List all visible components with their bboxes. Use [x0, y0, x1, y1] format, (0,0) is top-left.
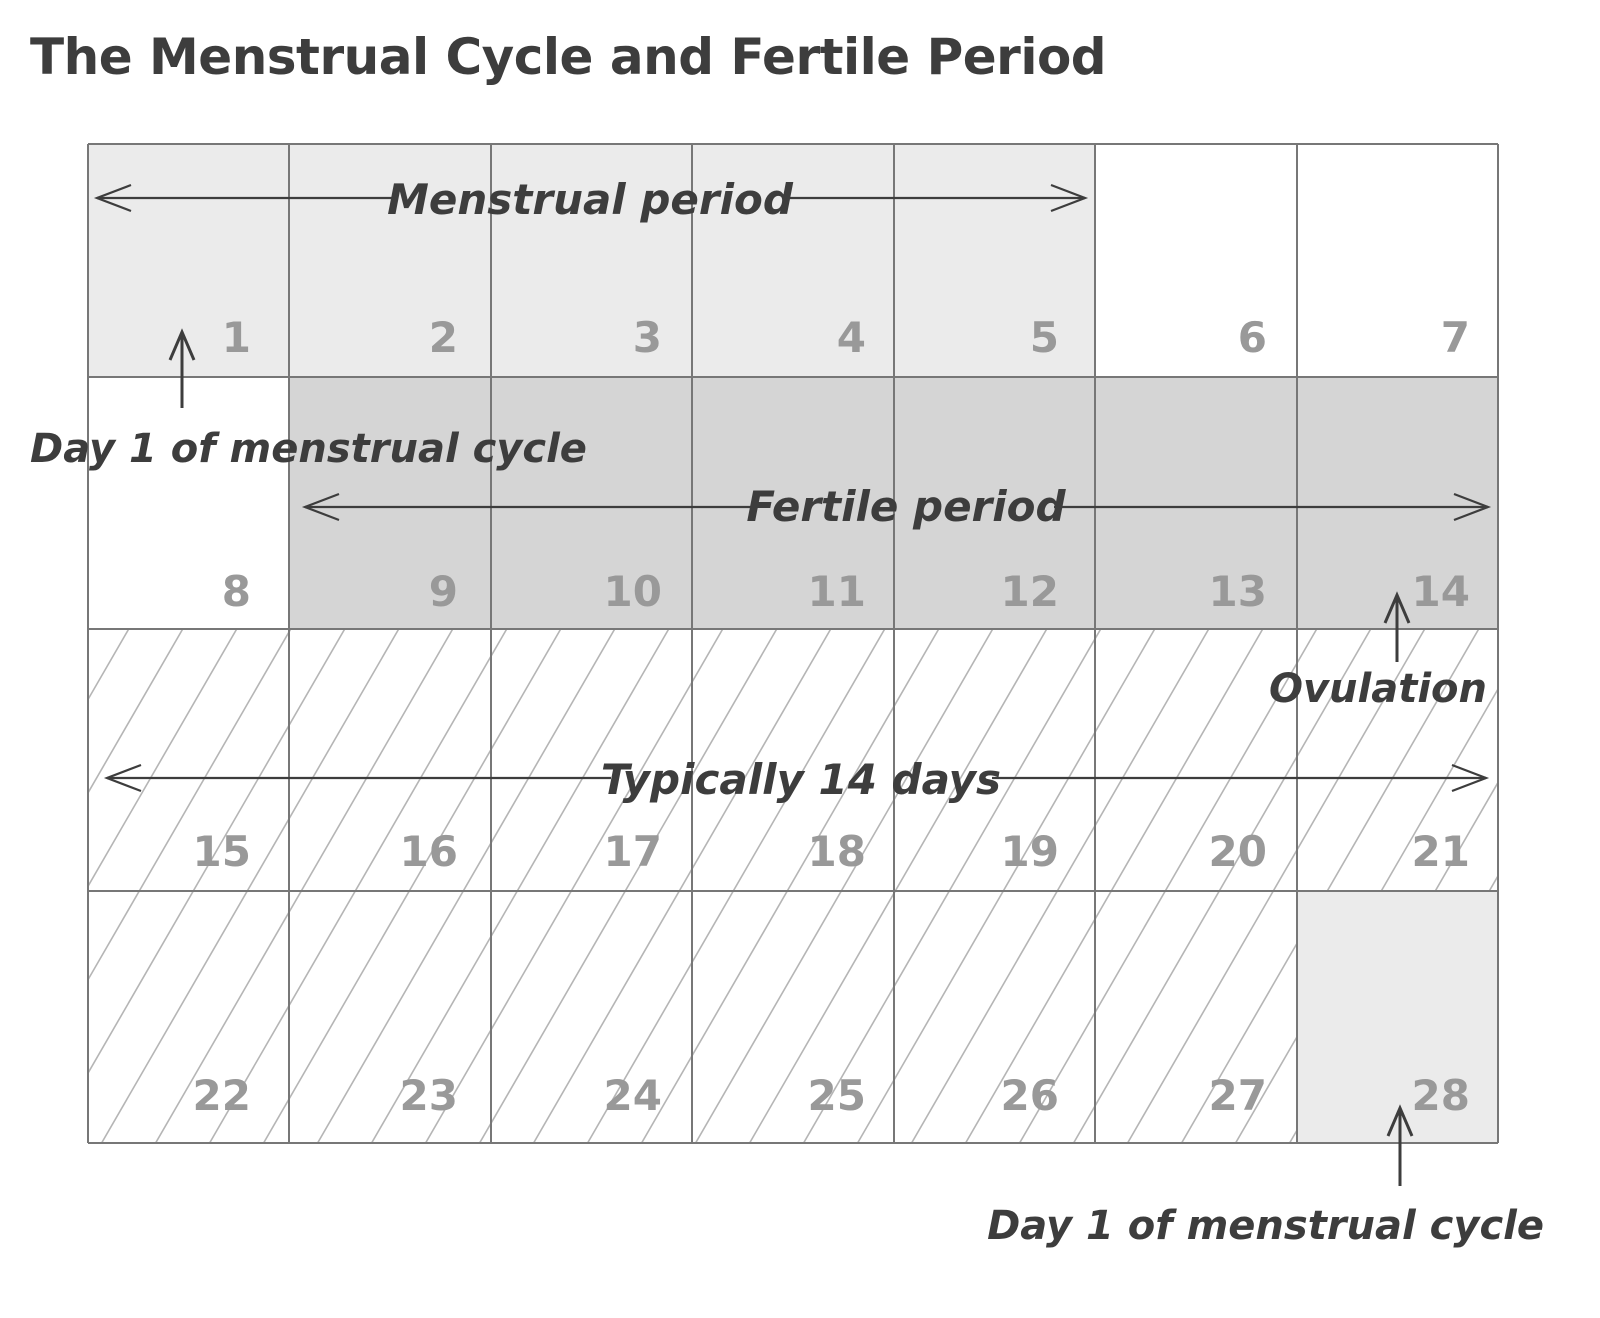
menstrual-period-label: Menstrual period — [387, 175, 794, 224]
day-number-12: 12 — [1001, 567, 1059, 616]
day1-end-label: Day 1 of menstrual cycle — [987, 1203, 1544, 1249]
day-number-4: 4 — [837, 313, 866, 362]
day-number-5: 5 — [1030, 313, 1059, 362]
hatch-line — [625, 629, 957, 1143]
luteal-phase-left-arrow — [103, 763, 611, 793]
day-cell-9-fill — [289, 377, 491, 629]
hatch-line — [1489, 629, 1498, 1143]
day1-start-pointer: Day 1 of menstrual cycle — [30, 328, 587, 472]
hatch-line — [301, 629, 633, 1143]
hatch-line — [1165, 629, 1497, 1143]
hatch-line — [88, 629, 417, 1143]
day-number-14: 14 — [1412, 567, 1470, 616]
day-cell-11-fill — [692, 377, 894, 629]
hatch-line — [517, 629, 849, 1143]
day-cell-3-fill — [491, 144, 692, 377]
fertile-period-right-arrow — [1054, 492, 1492, 522]
menstrual-period-right-arrow — [786, 183, 1089, 213]
hatch-line — [409, 629, 741, 1143]
hatch-line — [733, 629, 1065, 1143]
hatch-line — [88, 629, 201, 1143]
fertile-period-range: Fertile period — [301, 482, 1492, 531]
day-number-24: 24 — [604, 1071, 662, 1120]
day-number-20: 20 — [1209, 827, 1267, 876]
day-number-22: 22 — [193, 1071, 251, 1120]
hatch-line — [895, 629, 1227, 1143]
luteal-phase-right-arrow — [992, 763, 1490, 793]
day-cell-12-fill — [894, 377, 1095, 629]
day-number-17: 17 — [604, 827, 662, 876]
hatch-line — [193, 629, 525, 1143]
luteal-phase-range: Typically 14 days — [103, 755, 1490, 804]
hatch-line — [949, 629, 1281, 1143]
fertile-period-label: Fertile period — [746, 482, 1066, 531]
day-number-10: 10 — [604, 567, 662, 616]
day-number-7: 7 — [1441, 313, 1470, 362]
day-number-18: 18 — [808, 827, 866, 876]
day-number-8: 8 — [222, 567, 251, 616]
ovulation-pointer: Ovulation — [1269, 591, 1487, 712]
day-number-2: 2 — [429, 313, 458, 362]
day-number-11: 11 — [808, 567, 866, 616]
day-number-6: 6 — [1238, 313, 1267, 362]
day-number-21: 21 — [1412, 827, 1470, 876]
day-number-23: 23 — [400, 1071, 458, 1120]
menstrual-period-left-arrow — [93, 183, 392, 213]
hatch-line — [88, 629, 93, 1143]
hatch-line — [88, 629, 363, 1143]
day-number-1: 1 — [222, 313, 251, 362]
day-number-28: 28 — [1412, 1071, 1470, 1120]
day1-end-up-arrow — [1386, 1104, 1414, 1186]
day1-start-label: Day 1 of menstrual cycle — [30, 426, 587, 472]
hatch-line — [1544, 600, 1600, 1170]
day-number-3: 3 — [633, 313, 662, 362]
day-number-16: 16 — [400, 827, 458, 876]
page-title: The Menstrual Cycle and Fertile Period — [30, 28, 1107, 86]
day-number-25: 25 — [808, 1071, 866, 1120]
menstrual-period-range: Menstrual period — [93, 175, 1089, 224]
ovulation-up-arrow — [1383, 591, 1411, 662]
hatch-line — [247, 629, 579, 1143]
day-cell-2-fill — [289, 144, 491, 377]
hatch-line — [355, 629, 687, 1143]
day1-end-pointer: Day 1 of menstrual cycle — [987, 1104, 1544, 1249]
hatch-line — [1219, 629, 1498, 1143]
cell-fills — [88, 144, 1498, 1143]
day-cell-4-fill — [692, 144, 894, 377]
hatch-line — [463, 629, 795, 1143]
hatch-line — [88, 629, 309, 1143]
hatch-line — [1057, 629, 1389, 1143]
ovulation-label: Ovulation — [1269, 666, 1487, 712]
day-cell-1-fill — [88, 144, 289, 377]
day-cell-10-fill — [491, 377, 692, 629]
day-number-26: 26 — [1001, 1071, 1059, 1120]
hatch-line — [139, 629, 471, 1143]
day-cell-5-fill — [894, 144, 1095, 377]
hatch-line — [88, 629, 147, 1143]
hatch-line — [0, 600, 37, 1170]
day1-start-up-arrow — [168, 328, 196, 408]
hatch-line — [571, 629, 903, 1143]
day-cell-13-fill — [1095, 377, 1297, 629]
day-number-9: 9 — [429, 567, 458, 616]
day-cell-14-fill — [1297, 377, 1498, 629]
day-number-27: 27 — [1209, 1071, 1267, 1120]
hatch-line — [1003, 629, 1335, 1143]
day-cell-28-fill — [1297, 891, 1498, 1143]
hatch-line — [679, 629, 1011, 1143]
day-number-15: 15 — [193, 827, 251, 876]
hatch-line — [841, 629, 1173, 1143]
fertile-period-left-arrow — [301, 492, 758, 522]
day-number-19: 19 — [1001, 827, 1059, 876]
calendar-grid — [87, 143, 1499, 1144]
luteal-phase-label: Typically 14 days — [601, 755, 1001, 804]
hatch-line — [787, 629, 1119, 1143]
day-number-13: 13 — [1209, 567, 1267, 616]
hatch-line — [1111, 629, 1443, 1143]
